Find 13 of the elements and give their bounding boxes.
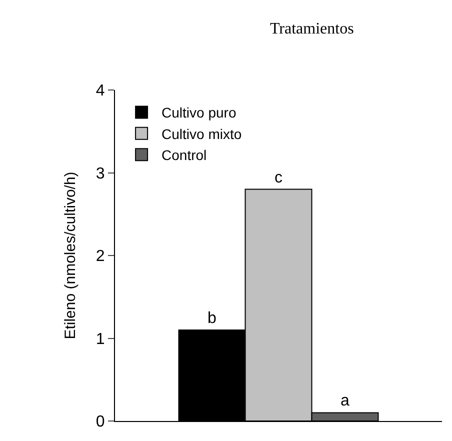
data-label: b — [208, 310, 217, 327]
y-tick-label: 2 — [96, 248, 105, 266]
y-tick-label: 0 — [96, 414, 105, 431]
legend-label: Cultivo mixto — [162, 126, 242, 142]
y-tick-label: 4 — [96, 82, 105, 100]
legend-label: Cultivo puro — [162, 104, 236, 121]
data-label: c — [274, 169, 283, 186]
chart-title: Tratamientos — [270, 20, 354, 38]
y-tick-label: 3 — [96, 165, 105, 182]
y-tick-label: 1 — [96, 330, 105, 348]
data-label: a — [340, 392, 350, 410]
y-axis-title: Etileno (nmoles/cultivo/h) — [62, 172, 79, 340]
legend-label: Control — [162, 147, 207, 164]
